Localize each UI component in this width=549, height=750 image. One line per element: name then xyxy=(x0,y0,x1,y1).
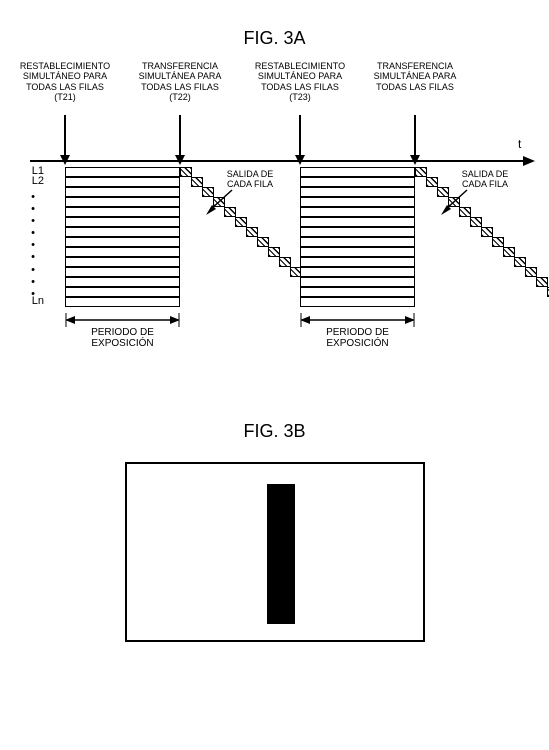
exposure-row xyxy=(65,297,180,307)
fig3a-diagram: RESTABLECIMIENTO SIMULTÁNEO PARA TODAS L… xyxy=(20,61,529,381)
exposure-row xyxy=(65,207,180,217)
exposure-row xyxy=(300,177,415,187)
exposure-row xyxy=(65,187,180,197)
exposure-row xyxy=(300,247,415,257)
exposure-row xyxy=(65,247,180,257)
readout-cell xyxy=(257,237,269,247)
exposure-row xyxy=(300,277,415,287)
readout-cell xyxy=(514,257,526,267)
exposure-row xyxy=(300,167,415,177)
exposure-row xyxy=(65,237,180,247)
readout-cell xyxy=(268,247,280,257)
exposure-row xyxy=(65,227,180,237)
exposure-period-arrow xyxy=(300,313,415,327)
exposure-row xyxy=(300,287,415,297)
fig3b-frame xyxy=(125,462,425,642)
readout-cell xyxy=(279,257,291,267)
exposure-row xyxy=(65,277,180,287)
readout-cell xyxy=(180,167,192,177)
fig3a-title: FIG. 3A xyxy=(20,28,529,49)
readout-cell xyxy=(481,227,493,237)
row-label: L2 xyxy=(22,175,44,187)
exposure-row xyxy=(300,207,415,217)
readout-cell xyxy=(503,247,515,257)
timing-label: RESTABLECIMIENTO SIMULTÁNEO PARA TODAS L… xyxy=(250,61,350,102)
timing-label: RESTABLECIMIENTO SIMULTÁNEO PARA TODAS L… xyxy=(15,61,115,102)
readout-cell xyxy=(415,167,427,177)
row-label: Ln xyxy=(22,295,44,307)
timing-label: TRANSFERENCIA SIMULTÁNEA PARA TODAS LAS … xyxy=(130,61,230,102)
callout-arrow-icon xyxy=(202,185,242,225)
exposure-row xyxy=(300,187,415,197)
callout-arrow-icon xyxy=(437,185,477,225)
time-axis xyxy=(30,154,535,168)
exposure-row xyxy=(300,267,415,277)
readout-cell xyxy=(246,227,258,237)
fig3b-bar xyxy=(267,484,295,624)
exposure-row xyxy=(65,217,180,227)
exposure-row xyxy=(65,267,180,277)
exposure-period-label: PERIODO DE EXPOSICIÓN xyxy=(313,327,403,349)
exposure-row xyxy=(65,177,180,187)
fig3b-title: FIG. 3B xyxy=(20,421,529,442)
exposure-row xyxy=(65,167,180,177)
t-axis-label: t xyxy=(518,137,521,151)
exposure-row xyxy=(300,257,415,267)
exposure-row xyxy=(65,287,180,297)
timing-label: TRANSFERENCIA SIMULTÁNEA PARA TODAS LAS … xyxy=(365,61,465,92)
readout-cell xyxy=(492,237,504,247)
exposure-row xyxy=(65,197,180,207)
exposure-period-arrow xyxy=(65,313,180,327)
exposure-period-label: PERIODO DE EXPOSICIÓN xyxy=(78,327,168,349)
exposure-row xyxy=(300,197,415,207)
exposure-row xyxy=(300,217,415,227)
readout-cell xyxy=(525,267,537,277)
exposure-row xyxy=(300,227,415,237)
exposure-row xyxy=(300,297,415,307)
readout-cell xyxy=(536,277,548,287)
exposure-row xyxy=(300,237,415,247)
exposure-row xyxy=(65,257,180,267)
row-label-ellipsis: ••••••••• xyxy=(22,191,44,300)
